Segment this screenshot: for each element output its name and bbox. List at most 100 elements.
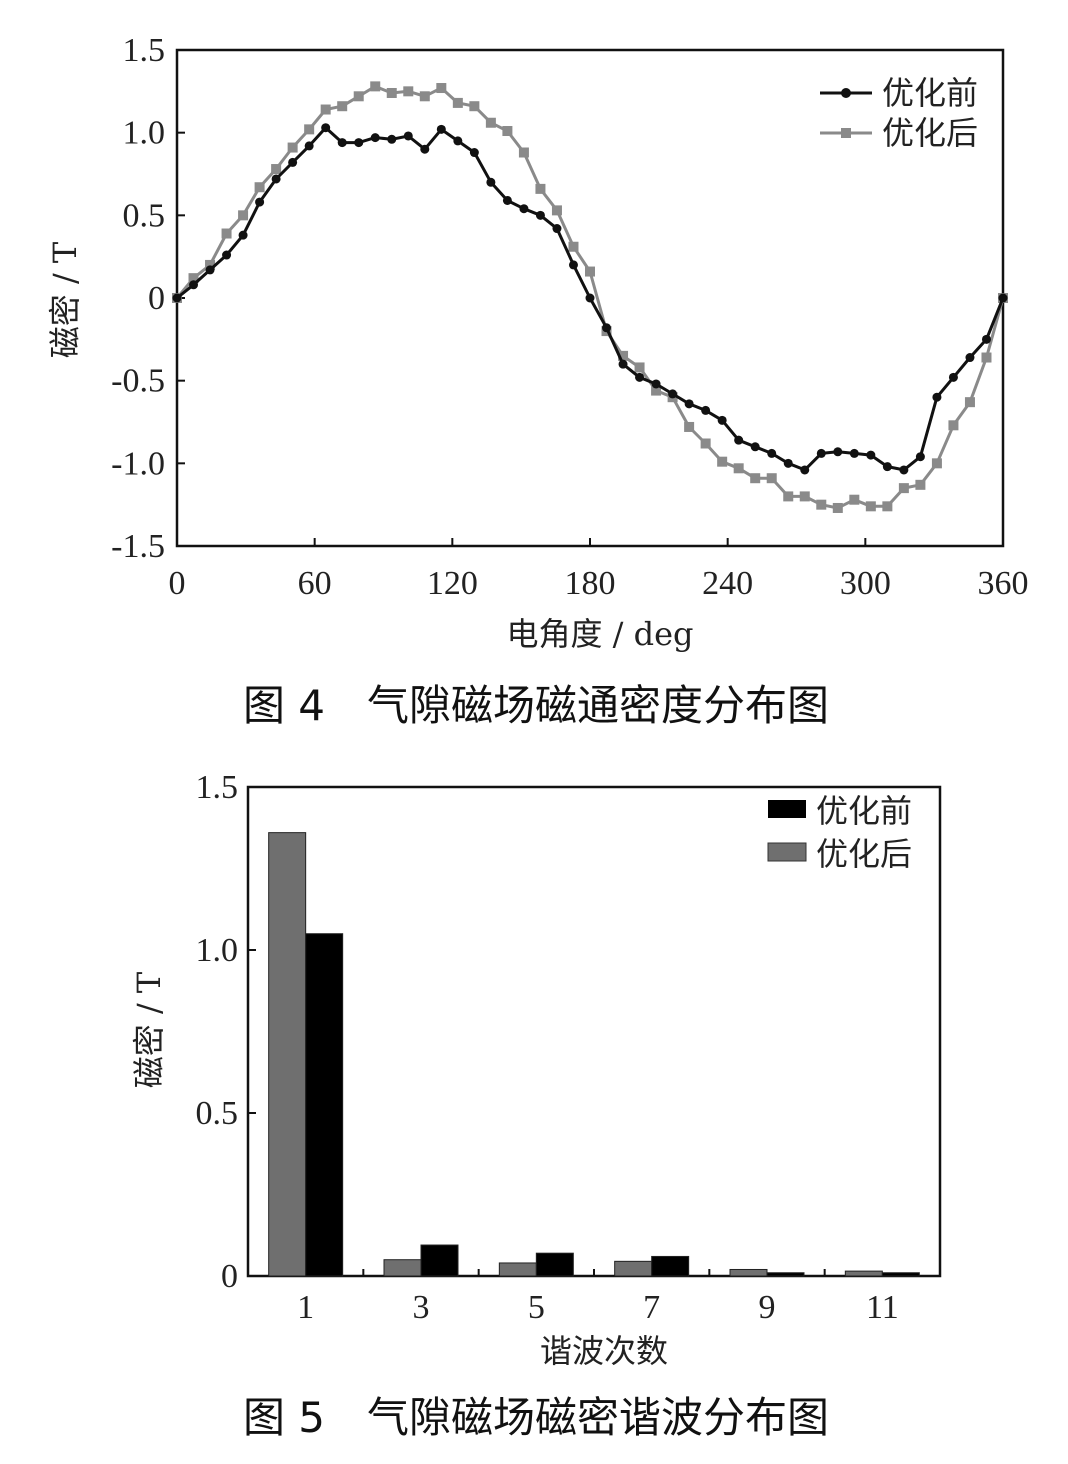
fig4-point-before (684, 399, 694, 409)
fig4-point-after (898, 483, 909, 494)
fig5-y-tick-label: 0.5 (196, 1095, 239, 1132)
fig4-y-tick-label: -1.5 (111, 528, 165, 565)
fig4-point-after (585, 266, 595, 277)
fig4-point-after (436, 83, 447, 94)
fig4-point-before (932, 392, 942, 402)
fig4-point-after (551, 205, 562, 216)
fig5-bar-after (383, 1259, 422, 1277)
fig4-caption: 图 4 气隙磁场磁通密度分布图 (243, 681, 829, 730)
fig4-point-after (816, 499, 827, 510)
fig4-point-before (321, 123, 331, 133)
fig4-point-before (568, 260, 578, 270)
fig4-point-before (486, 177, 496, 187)
fig4-point-before (948, 372, 958, 382)
fig5-x-tick-label: 9 (759, 1289, 776, 1326)
fig4-point-before (172, 293, 182, 303)
fig4-point-before (205, 265, 215, 275)
fig4-point-after (568, 241, 579, 252)
fig4-y-tick-label: 1.0 (123, 115, 166, 152)
fig5-legend-label-after: 优化后 (816, 835, 912, 873)
fig4-x-axis: 0 60 120 180 240 300 360 (169, 538, 1029, 602)
fig4-point-before (998, 293, 1008, 303)
fig4-point-after (502, 126, 513, 137)
fig4-point-before (354, 138, 364, 148)
fig4-point-before (469, 148, 479, 158)
fig5-y-axis: 1.5 1.0 0.5 0 (196, 769, 256, 1295)
fig5-y-tick-label: 0 (221, 1258, 238, 1295)
fig5-bar-after (268, 832, 307, 1277)
fig4-point-before (651, 379, 661, 389)
fig4-point-before (981, 334, 991, 344)
fig4-point-before (717, 415, 727, 425)
fig5-x-axis-label: 谐波次数 (540, 1332, 668, 1370)
fig4-x-axis-label: 电角度 / deg (506, 615, 693, 653)
fig4-x-tick-label: 360 (978, 565, 1029, 602)
fig4-point-after (651, 385, 662, 396)
fig4-point-after (535, 183, 546, 194)
fig4-legend-label-after: 优化后 (882, 114, 978, 152)
fig4-point-before (552, 224, 562, 234)
fig4-y-tick-label: 1.5 (123, 32, 166, 69)
fig4-point-before (403, 131, 413, 141)
fig4-point-before (453, 136, 463, 146)
fig4-point-before (189, 280, 199, 290)
fig4-point-before (535, 210, 545, 220)
fig4-point-after (205, 259, 216, 270)
fig4-x-tick-label: 0 (169, 565, 186, 602)
fig4-point-before (833, 447, 843, 457)
fig4-point-before (668, 389, 678, 399)
fig4-point-after (849, 494, 860, 505)
fig4-y-tick-label: 0.5 (123, 197, 166, 234)
fig4-point-after (419, 91, 430, 102)
fig4-point-after (254, 182, 265, 193)
fig4-point-after (518, 147, 529, 158)
fig5-y-axis-label: 磁密 / T (130, 971, 168, 1088)
fig4-point-before (436, 124, 446, 134)
fig4-point-after (618, 350, 629, 361)
fig5-legend: 优化前 优化后 (767, 792, 912, 873)
fig4-point-before (288, 157, 298, 167)
fig4-point-before (502, 195, 512, 205)
fig4-point-before (387, 134, 397, 144)
fig4-point-after (865, 501, 876, 512)
fig5-bar-after (614, 1260, 653, 1277)
fig4-point-after (750, 473, 761, 484)
fig4-point-before (519, 204, 529, 214)
fig4-point-after (700, 438, 711, 449)
fig4-point-after (370, 81, 381, 92)
fig5-bar-before (305, 933, 344, 1277)
fig4-series-group (172, 81, 1008, 513)
fig5-bar-before (766, 1272, 805, 1277)
fig4-point-before (602, 323, 612, 333)
fig4-point-after (469, 101, 480, 112)
fig4-legend: 优化前 优化后 (820, 74, 978, 152)
fig5-y-tick-label: 1.0 (196, 932, 239, 969)
fig4-x-tick-label: 300 (840, 565, 891, 602)
fig4-point-before (965, 353, 975, 363)
fig4-point-after (221, 228, 232, 239)
fig4-legend-marker-after (841, 128, 851, 138)
fig4-point-after (304, 124, 315, 135)
fig4-point-after (717, 456, 728, 467)
fig4-point-before (882, 462, 892, 472)
fig4-point-after (832, 502, 843, 513)
fig4-point-before (222, 250, 232, 260)
fig4-x-tick-label: 60 (298, 565, 332, 602)
fig5-x-tick-label: 1 (297, 1289, 314, 1326)
fig4-point-before (370, 133, 380, 143)
fig4-point-after (485, 117, 496, 128)
fig4-point-after (271, 164, 282, 175)
fig4-point-after (766, 473, 777, 484)
fig4-point-after (783, 491, 794, 502)
fig4-point-after (386, 87, 397, 98)
fig4-point-after (931, 458, 942, 469)
fig4-legend-marker-before (841, 88, 851, 98)
fig4-point-after (948, 420, 959, 431)
fig4-point-before (734, 435, 744, 445)
fig4-point-before (816, 448, 826, 458)
fig4-point-before (800, 465, 810, 475)
fig5-legend-swatch-before (768, 800, 806, 818)
fig5-bar-before (881, 1272, 920, 1277)
fig5-x-tick-label: 7 (643, 1289, 660, 1326)
fig5-x-tick-label: 5 (528, 1289, 545, 1326)
